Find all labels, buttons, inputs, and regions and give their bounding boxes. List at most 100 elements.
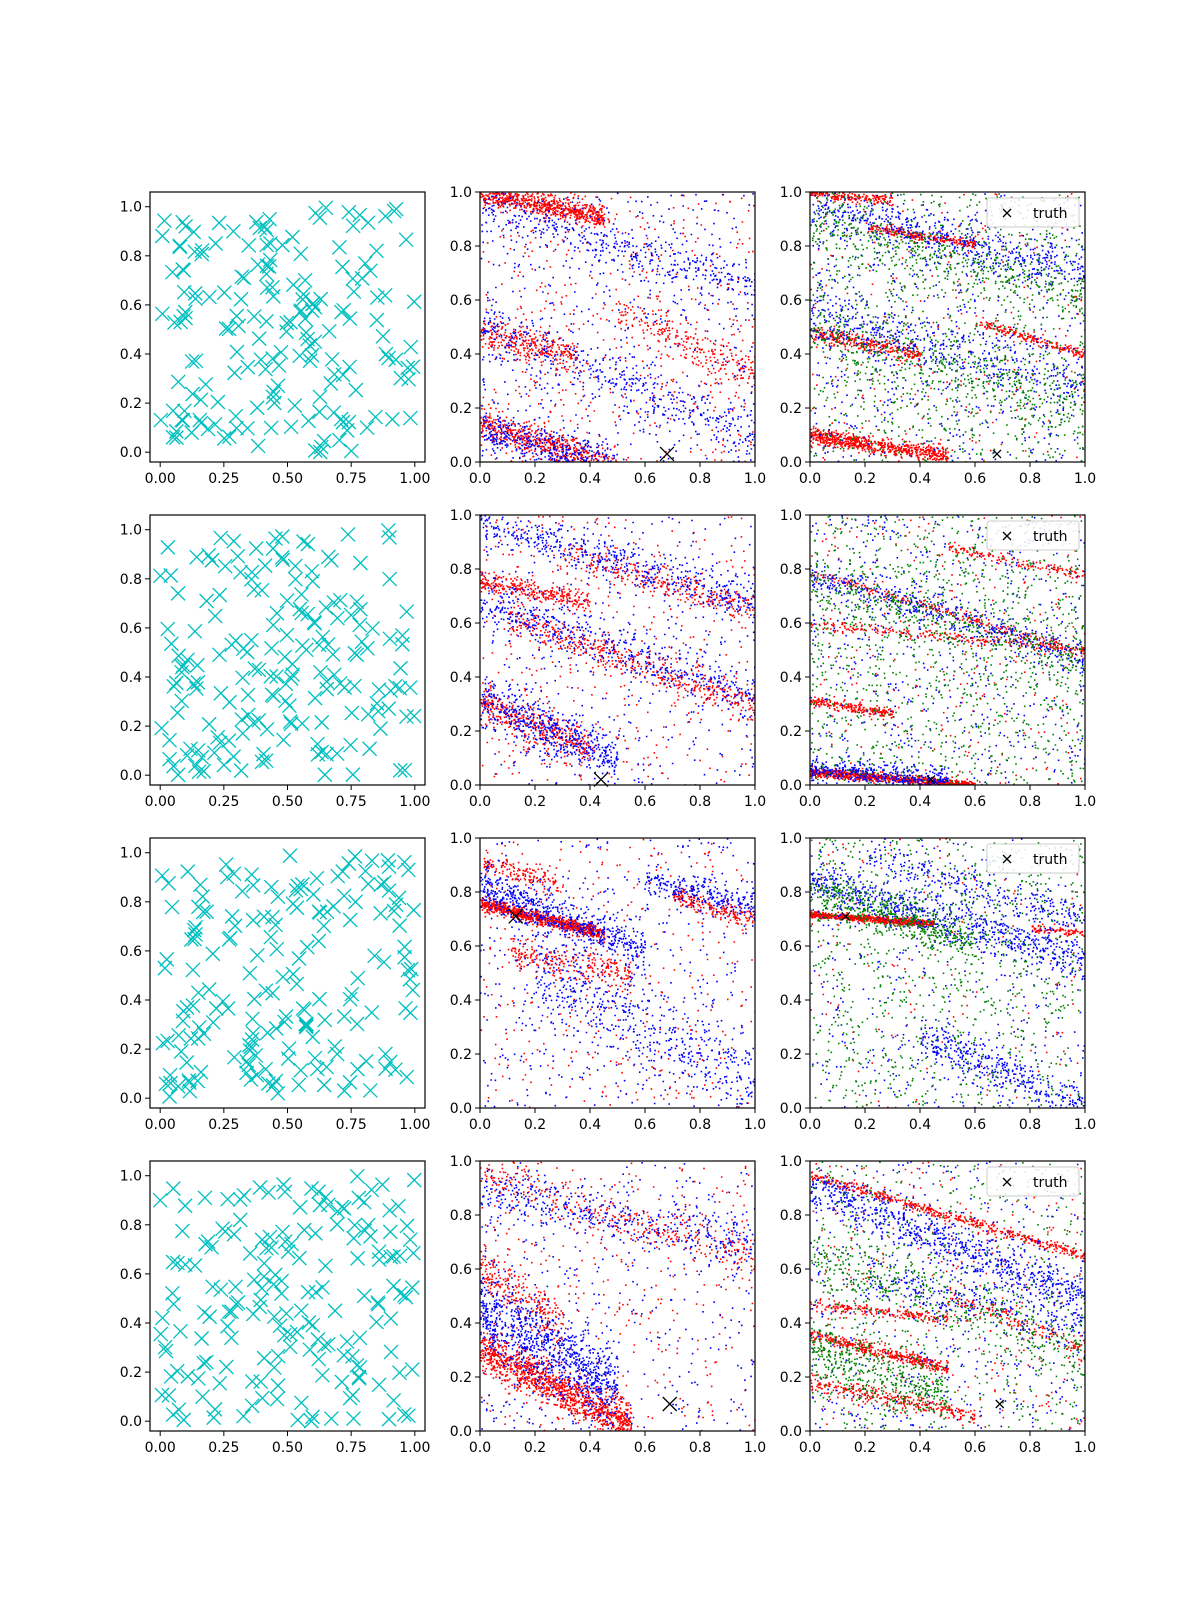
x-marker (397, 949, 412, 965)
x-marker (245, 877, 261, 893)
plot-area (152, 1168, 422, 1429)
x-marker (182, 741, 198, 757)
x-tick-label: 0.8 (689, 471, 711, 487)
x-tick-label: 1.0 (1074, 794, 1096, 810)
x-tick-label: 0.50 (272, 794, 303, 810)
x-tick-label: 0.4 (579, 1440, 601, 1456)
x-marker (187, 285, 203, 301)
x-marker (345, 1348, 360, 1364)
x-marker (305, 1409, 320, 1425)
x-marker (352, 601, 368, 617)
x-marker (311, 991, 327, 1007)
x-marker (199, 593, 215, 609)
x-marker (312, 444, 328, 460)
x-marker (275, 969, 291, 985)
x-marker (234, 269, 250, 285)
x-tick-label: 0.00 (145, 471, 176, 487)
legend: truth (986, 843, 1080, 874)
x-marker (371, 682, 387, 698)
x-marker (285, 966, 301, 982)
x-marker (234, 883, 250, 899)
subplot-r4-c2: 0.0 0.2 0.4 0.6 0.8 1.0 0.0 0.2 0.4 0.6 0.8 1.0 (450, 1154, 766, 1456)
x-marker (185, 998, 201, 1014)
x-marker (294, 638, 310, 654)
x-marker (277, 1184, 293, 1200)
x-marker (329, 610, 345, 626)
x-marker (350, 970, 366, 986)
plot-area (810, 515, 1085, 785)
x-marker (397, 762, 413, 778)
subplot-r3-c3: 0.0 0.2 0.4 0.6 0.8 1.0 0.0 0.2 0.4 0.6 0.8 1.0 trut… (780, 831, 1096, 1133)
x-marker (174, 659, 190, 675)
y-tick-label: 0.8 (450, 1208, 472, 1224)
x-tick-label: 0.50 (272, 471, 303, 487)
x-marker (235, 670, 251, 686)
x-marker (312, 404, 327, 420)
x-tick-label: 0.0 (469, 1440, 491, 1456)
x-marker (158, 1076, 174, 1092)
x-marker (285, 667, 301, 683)
x-marker (399, 709, 414, 725)
series-3 (810, 515, 1085, 785)
x-marker (277, 649, 293, 665)
x-tick-label: 0.2 (524, 794, 546, 810)
y-tick-label: 0.0 (780, 1424, 802, 1440)
x-marker (185, 962, 201, 978)
x-marker (336, 1200, 352, 1216)
x-tick-label: 0.25 (208, 471, 239, 487)
x-marker (280, 1244, 296, 1260)
x-marker (243, 1071, 259, 1087)
x-tick-label: 0.0 (469, 1117, 491, 1133)
x-marker (201, 982, 217, 997)
x-marker (376, 954, 392, 970)
x-marker (154, 1387, 170, 1403)
x-marker (170, 767, 186, 783)
y-tick-label: 0.8 (450, 239, 472, 255)
x-marker (163, 1368, 179, 1384)
y-tick-label: 0.0 (450, 1424, 472, 1440)
x-marker (274, 1273, 290, 1289)
plot-area (153, 200, 422, 460)
x-marker (400, 360, 416, 376)
x-marker (318, 200, 334, 216)
x-marker (293, 881, 309, 897)
y-tick-label: 0.0 (120, 1414, 142, 1430)
x-marker (196, 1026, 212, 1042)
x-marker (153, 1326, 169, 1342)
x-marker (374, 1177, 390, 1193)
x-marker (287, 398, 303, 413)
x-marker (329, 1046, 345, 1062)
x-marker (213, 1282, 229, 1298)
x-marker (162, 1075, 178, 1091)
x-marker (264, 640, 279, 656)
x-marker (343, 607, 359, 623)
x-marker (312, 210, 328, 226)
x-marker (298, 1019, 314, 1035)
x-marker (265, 617, 281, 633)
x-marker (265, 541, 281, 556)
x-tick-label: 0.6 (634, 794, 656, 810)
x-marker (365, 620, 380, 636)
x-marker (349, 647, 365, 663)
x-marker (172, 1323, 188, 1339)
x-tick-label: 0.25 (208, 1440, 239, 1456)
x-marker (344, 986, 360, 1002)
x-marker (378, 346, 394, 362)
x-marker (314, 744, 330, 760)
x-marker (326, 667, 342, 683)
x-marker (259, 280, 275, 296)
x-tick-label: 0.75 (336, 1440, 367, 1456)
x-tick-label: 0.50 (272, 1117, 303, 1133)
x-tick-label: 0.2 (524, 1440, 546, 1456)
x-marker (218, 857, 234, 873)
x-marker (300, 331, 316, 347)
x-marker (373, 721, 388, 737)
x-marker (383, 1311, 399, 1327)
x-marker (382, 1224, 398, 1240)
x-marker (165, 1181, 181, 1196)
x-marker (227, 918, 243, 934)
x-marker (158, 1343, 174, 1359)
x-marker (241, 1037, 257, 1053)
x-marker (323, 1411, 339, 1427)
x-marker (177, 1198, 193, 1214)
